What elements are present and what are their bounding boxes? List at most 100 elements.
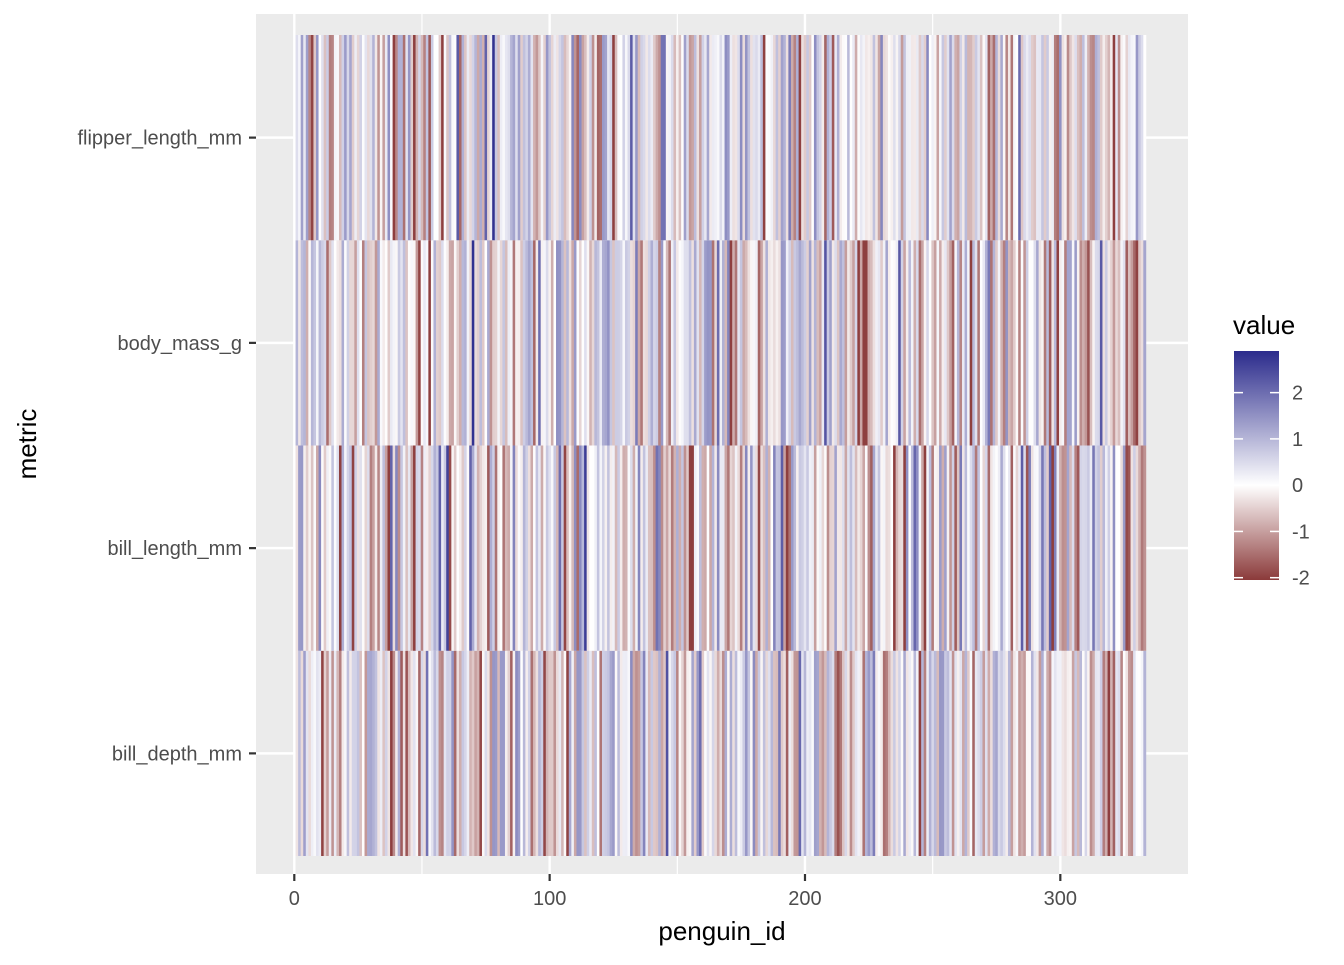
heatmap-tile xyxy=(1130,445,1134,651)
heatmap-tile xyxy=(395,650,399,856)
heatmap-tile xyxy=(660,650,664,856)
heatmap-tile xyxy=(653,35,656,241)
heatmap-tile xyxy=(1079,240,1083,446)
heatmap-tile xyxy=(1059,240,1062,446)
heatmap-tile xyxy=(520,650,524,856)
heatmap-tile xyxy=(1023,240,1027,446)
heatmap-tile xyxy=(543,35,547,241)
heatmap-tile xyxy=(1000,650,1004,856)
heatmap-tile xyxy=(392,650,396,856)
heatmap-tile xyxy=(627,240,631,446)
heatmap-tile xyxy=(910,445,914,651)
heatmap-tile xyxy=(300,240,304,446)
heatmap-tile xyxy=(397,650,401,856)
heatmap-tile xyxy=(594,445,598,651)
heatmap-tile xyxy=(438,445,442,651)
heatmap-tile xyxy=(1005,650,1009,856)
heatmap-tile xyxy=(553,240,557,446)
heatmap-tile xyxy=(344,35,347,241)
heatmap-tile xyxy=(323,240,327,446)
heatmap-tile xyxy=(1015,650,1019,856)
heatmap-tile xyxy=(821,445,825,651)
heatmap-tile xyxy=(688,240,692,446)
heatmap-tile xyxy=(586,445,590,651)
heatmap-tile xyxy=(905,445,909,651)
heatmap-tile xyxy=(785,650,789,856)
heatmap-tile xyxy=(834,35,838,241)
heatmap-tile xyxy=(982,240,986,446)
heatmap-tile xyxy=(535,445,539,651)
heatmap-tile xyxy=(1140,240,1144,446)
heatmap-tile xyxy=(862,35,866,241)
heatmap-tile xyxy=(402,240,406,446)
heatmap-tile xyxy=(1028,240,1032,446)
heatmap-tile xyxy=(946,240,950,446)
heatmap-tile xyxy=(709,445,713,651)
heatmap-tile xyxy=(530,240,534,446)
heatmap-tile xyxy=(395,445,399,651)
heatmap-tile xyxy=(1048,35,1052,241)
heatmap-tile xyxy=(1025,650,1029,856)
heatmap-tile xyxy=(1133,650,1137,856)
heatmap-tile xyxy=(1000,35,1004,241)
heatmap-tile xyxy=(1059,650,1062,856)
heatmap-tile xyxy=(757,650,761,856)
heatmap-tile xyxy=(1082,650,1085,856)
heatmap-tile xyxy=(425,240,429,446)
heatmap-tile xyxy=(489,650,493,856)
heatmap-tile xyxy=(676,650,679,856)
heatmap-tile xyxy=(420,35,424,241)
heatmap-tile xyxy=(1056,240,1060,446)
heatmap-tile xyxy=(507,35,511,241)
heatmap-tile xyxy=(331,35,335,241)
heatmap-tile xyxy=(630,240,633,446)
heatmap-tile xyxy=(847,445,851,651)
heatmap-tile xyxy=(1133,35,1137,241)
heatmap-tile xyxy=(816,650,820,856)
heatmap-tile xyxy=(663,445,667,651)
heatmap-tile xyxy=(673,445,677,651)
heatmap-tile xyxy=(1122,35,1126,241)
heatmap-tile xyxy=(433,650,437,856)
heatmap-tile xyxy=(622,445,626,651)
heatmap-tile xyxy=(716,445,720,651)
heatmap-tile xyxy=(566,650,570,856)
heatmap-tile xyxy=(803,650,807,856)
heatmap-tile xyxy=(1105,650,1108,856)
heatmap-tile xyxy=(798,240,802,446)
heatmap-tile xyxy=(354,35,358,241)
heatmap-tile xyxy=(1127,445,1131,651)
heatmap-tile xyxy=(1107,35,1111,241)
heatmap-tile xyxy=(773,240,776,446)
heatmap-tile xyxy=(918,35,922,241)
heatmap-tile xyxy=(793,35,797,241)
heatmap-tile xyxy=(875,650,879,856)
heatmap-tile xyxy=(344,650,347,856)
heatmap-tile xyxy=(1097,240,1101,446)
heatmap-tile xyxy=(954,445,958,651)
heatmap-tile xyxy=(732,445,736,651)
heatmap-tile xyxy=(962,650,965,856)
heatmap-tile xyxy=(676,445,679,651)
heatmap-tile xyxy=(742,445,746,651)
heatmap-tile xyxy=(428,35,432,241)
heatmap-tile xyxy=(645,35,649,241)
heatmap-tile xyxy=(857,35,861,241)
heatmap-tile xyxy=(956,650,960,856)
heatmap-tile xyxy=(668,445,672,651)
heatmap-tile xyxy=(510,240,513,446)
heatmap-tile xyxy=(1020,445,1024,651)
heatmap-tile xyxy=(1043,650,1047,856)
heatmap-tile xyxy=(844,445,848,651)
heatmap-tile xyxy=(520,35,524,241)
heatmap-tile xyxy=(550,445,554,651)
heatmap-tile xyxy=(655,240,659,446)
heatmap-tile xyxy=(354,650,358,856)
heatmap-tile xyxy=(722,650,725,856)
heatmap-tile xyxy=(908,445,912,651)
heatmap-tile xyxy=(1061,650,1065,856)
heatmap-tile xyxy=(898,445,902,651)
heatmap-tile xyxy=(614,35,618,241)
heatmap-tile xyxy=(1048,445,1052,651)
heatmap-tile xyxy=(793,240,797,446)
